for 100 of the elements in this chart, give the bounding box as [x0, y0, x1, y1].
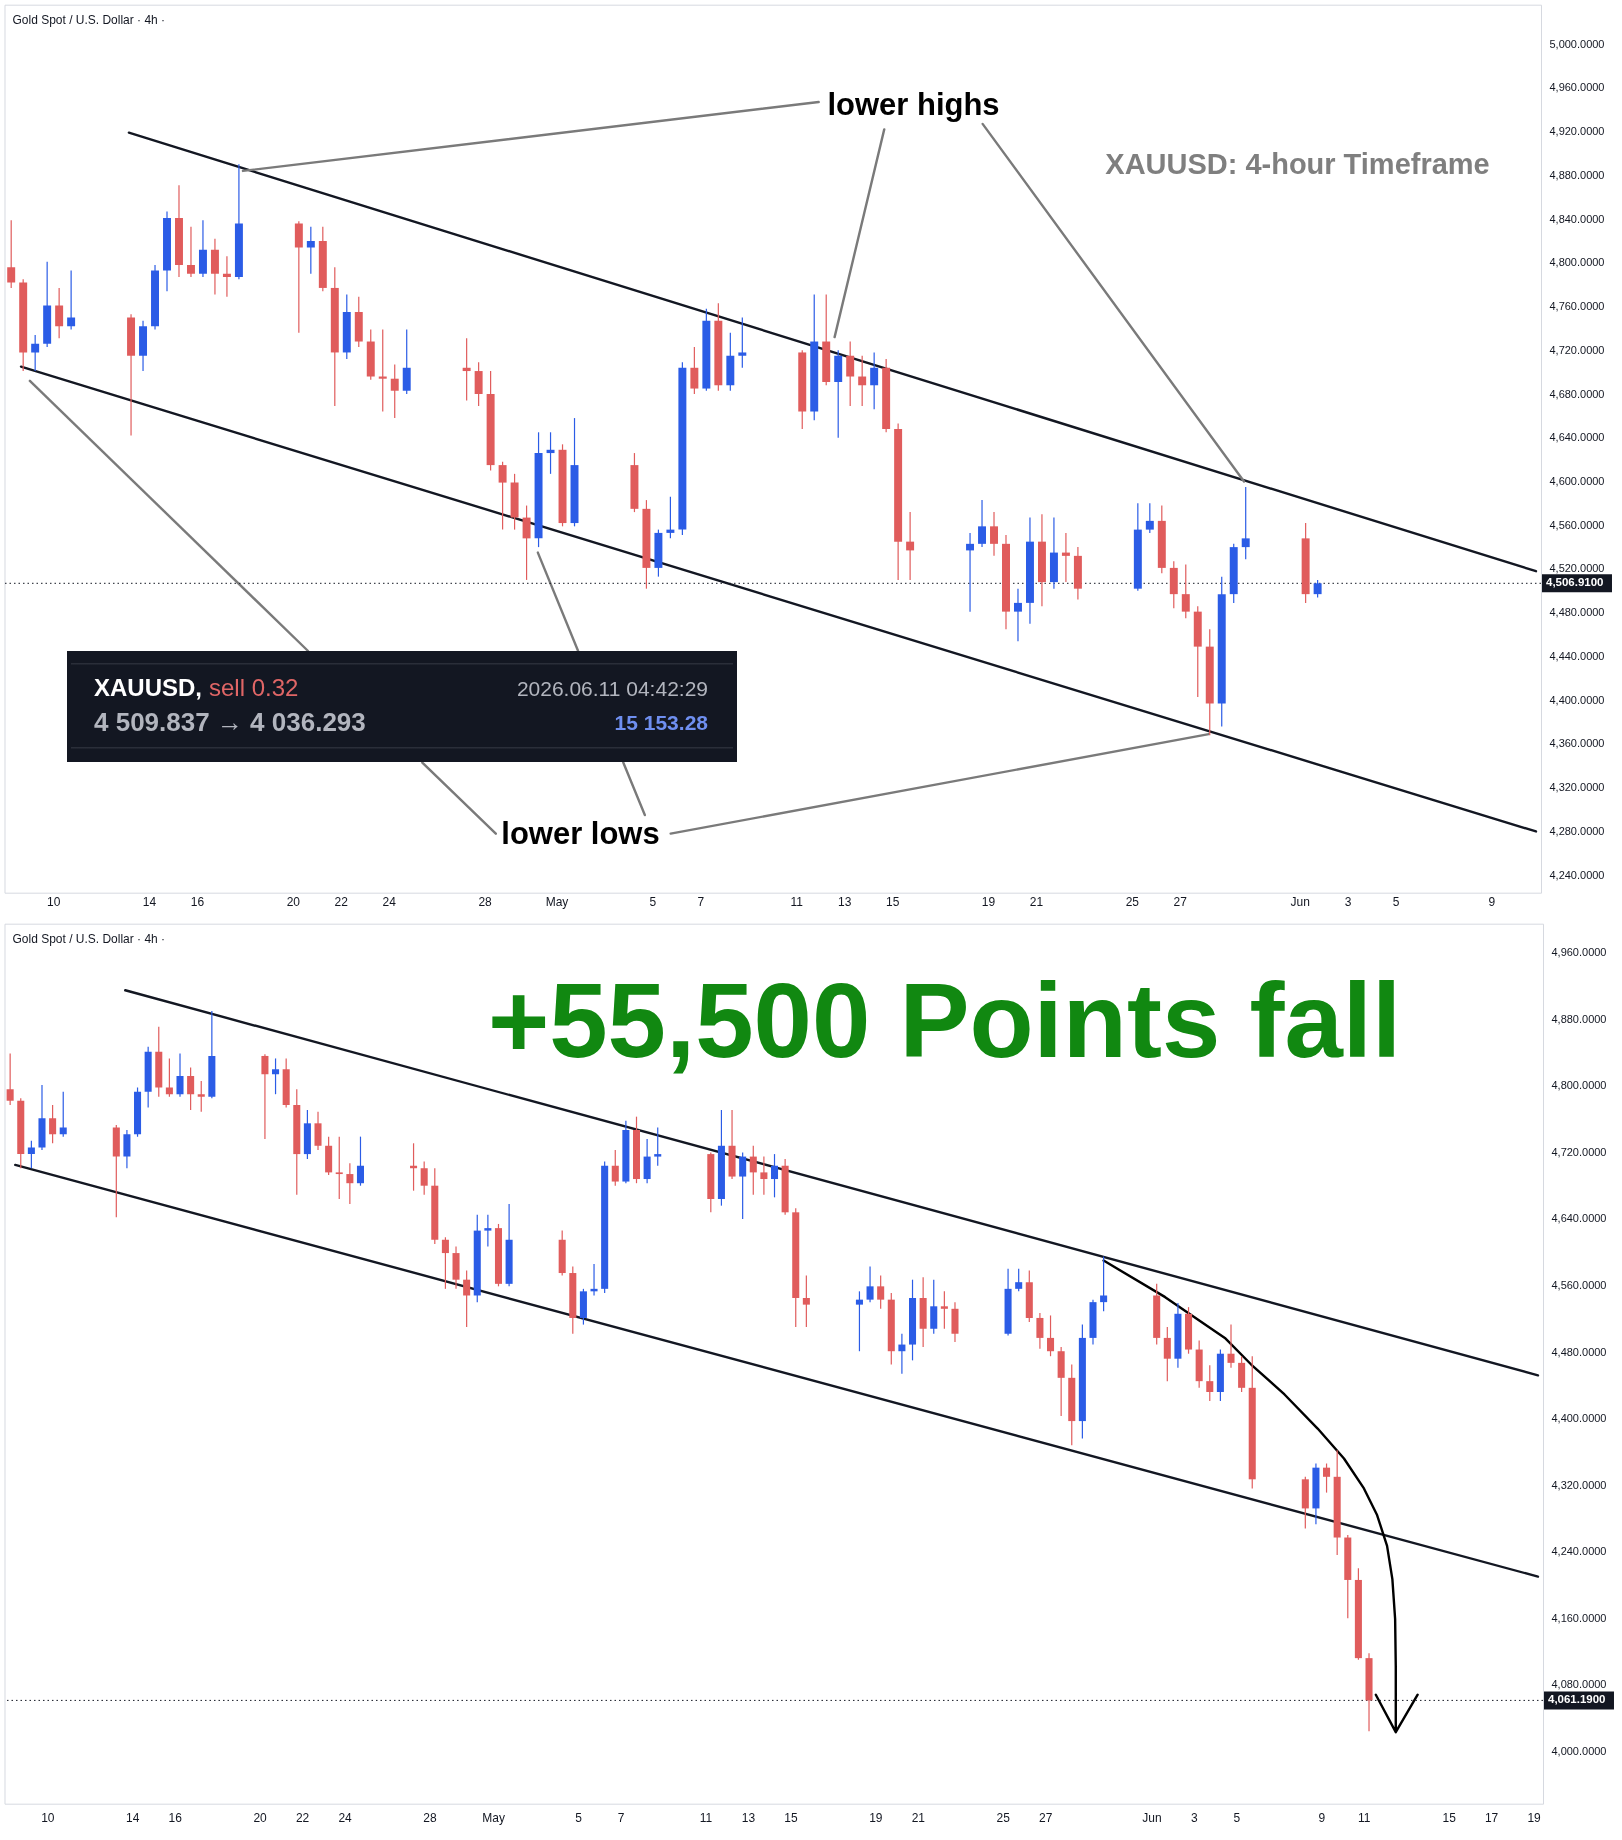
candlestick: [261, 1053, 269, 1141]
y-tick-label: 4,480.0000: [1549, 606, 1605, 619]
text: Gold Spot / U.S. Dollar · 4h ·: [12, 12, 166, 27]
candlestick: [59, 1091, 67, 1138]
candlestick: [441, 1236, 449, 1290]
x-tick-label: 16: [168, 1811, 183, 1826]
candlestick: [966, 532, 975, 613]
x-tick-label: 15: [784, 1811, 798, 1826]
candlestick: [846, 340, 855, 407]
ref-line-label: 4,506.9100: [1545, 576, 1604, 589]
x-tick-label: 5: [649, 895, 657, 910]
y-tick-label: 4,960.0000: [1549, 81, 1605, 94]
y-tick-label: 4,000.0000: [1551, 1745, 1607, 1758]
candlestick: [1014, 588, 1022, 642]
candlestick: [6, 1053, 14, 1106]
candlestick: [67, 269, 76, 331]
candlestick: [462, 337, 471, 402]
y-tick-label: 4,360.0000: [1549, 737, 1605, 750]
candlestick: [749, 1145, 757, 1196]
x-tick-label: 28: [423, 1811, 437, 1826]
x-tick-label: 11: [699, 1811, 713, 1826]
candlestick: [654, 1127, 662, 1167]
y-tick-label: 4,880.0000: [1551, 1013, 1607, 1026]
candlestick: [31, 334, 40, 372]
candlestick: [1181, 564, 1190, 619]
candlestick: [176, 1053, 184, 1098]
x-tick-label: May: [482, 1811, 506, 1826]
x-tick-label: 19: [1527, 1811, 1542, 1826]
y-tick-label: 4,560.0000: [1549, 518, 1605, 531]
y-tick-label: 4,240.0000: [1549, 868, 1605, 881]
x-tick-label: 5: [575, 1811, 583, 1826]
x-tick-label: 11: [790, 895, 804, 910]
y-tick-label: 4,400.0000: [1549, 693, 1605, 706]
candlestick: [870, 351, 879, 410]
candlestick: [1163, 1326, 1171, 1383]
candlestick: [378, 328, 387, 413]
candlestick: [498, 461, 507, 531]
y-tick-label: 4,800.0000: [1549, 256, 1605, 269]
x-tick-label: 19: [981, 895, 996, 910]
ref-line-label: 4,061.1900: [1547, 1693, 1606, 1706]
annotation: XAUUSD: 4-hour Timeframe: [1105, 147, 1490, 180]
annotation: 15 153.28: [614, 710, 708, 734]
candlestick: [1323, 1463, 1331, 1494]
x-tick-label: 19: [869, 1811, 883, 1826]
candlestick: [940, 1291, 948, 1330]
x-tick-label: 5: [1392, 895, 1400, 910]
x-tick-label: 3: [1344, 895, 1352, 910]
candlestick: [666, 496, 675, 539]
annotation: +55,500 Points fall: [487, 961, 1402, 1079]
x-tick-label: 14: [142, 895, 157, 910]
y-tick-label: 4,880.0000: [1549, 168, 1605, 181]
x-tick-label: 10: [46, 895, 61, 910]
x-tick-label: 24: [382, 895, 397, 910]
candlestick: [7, 219, 16, 289]
x-tick-label: 15: [885, 895, 900, 910]
candlestick: [1227, 1324, 1235, 1369]
y-tick-label: 4,800.0000: [1551, 1079, 1607, 1092]
x-tick-label: 11: [1357, 1811, 1371, 1826]
candlestick: [306, 226, 315, 275]
x-tick-label: 20: [253, 1811, 268, 1826]
text: Gold Spot / U.S. Dollar · 4h ·: [12, 932, 166, 946]
y-tick-label: 4,440.0000: [1549, 649, 1605, 662]
candlestick: [335, 1136, 343, 1200]
y-tick-label: 4,640.0000: [1549, 431, 1605, 444]
candlestick: [197, 1080, 205, 1113]
candlestick: [49, 1104, 57, 1145]
x-tick-label: 25: [996, 1811, 1011, 1826]
candlestick: [522, 504, 531, 581]
x-tick-label: 27: [1039, 1811, 1053, 1826]
y-tick-label: 4,720.0000: [1551, 1146, 1607, 1159]
candlestick: [760, 1156, 768, 1196]
candlestick: [55, 287, 64, 339]
candlestick: [802, 1275, 810, 1328]
y-tick-label: 4,960.0000: [1551, 946, 1607, 959]
candlestick: [739, 1152, 747, 1220]
candlestick: [346, 1162, 354, 1205]
y-tick-label: 4,080.0000: [1551, 1678, 1607, 1691]
annotation: sell 0.32: [209, 674, 299, 701]
candlestick: [877, 1275, 885, 1310]
candlestick: [1100, 1256, 1108, 1313]
y-tick-label: 5,000.0000: [1549, 37, 1605, 50]
y-tick-label: 4,400.0000: [1551, 1412, 1607, 1425]
candlestick: [770, 1153, 779, 1199]
candlestick: [546, 431, 555, 475]
y-tick-label: 4,160.0000: [1551, 1612, 1607, 1625]
annotation: lower highs: [827, 86, 1000, 122]
x-tick-label: 28: [478, 895, 493, 910]
y-tick-label: 4,680.0000: [1549, 387, 1605, 400]
line-series: [1102, 1259, 1419, 1734]
y-tick-label: 4,320.0000: [1549, 781, 1605, 794]
x-tick-label: 21: [1029, 895, 1044, 910]
x-tick-label: 16: [190, 895, 205, 910]
candlestick: [474, 361, 483, 407]
y-tick-label: 4,600.0000: [1549, 475, 1605, 487]
y-tick-label: 4,760.0000: [1549, 300, 1605, 313]
x-tick-label: 9: [1488, 895, 1496, 910]
candlestick: [1206, 1365, 1214, 1403]
x-tick-label: Jun: [1290, 895, 1310, 910]
candlestick: [186, 226, 195, 278]
x-tick-label: 27: [1173, 895, 1188, 910]
